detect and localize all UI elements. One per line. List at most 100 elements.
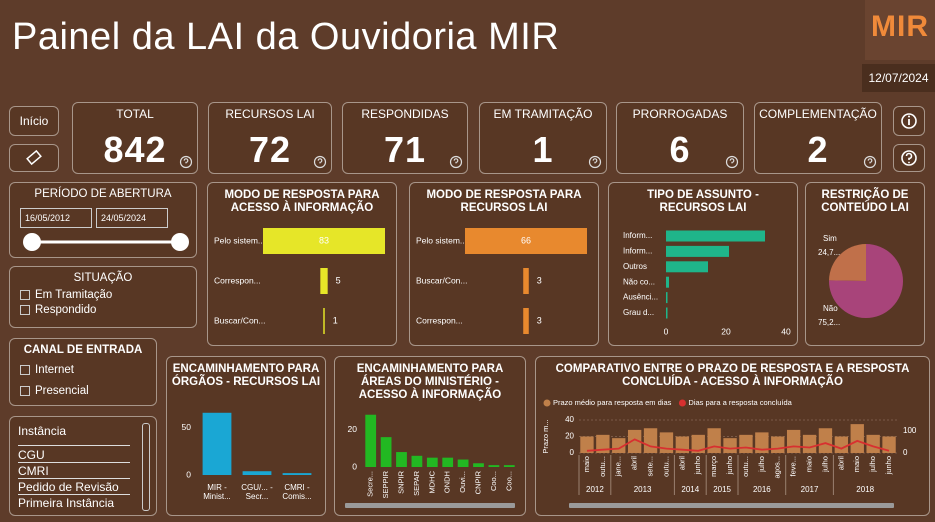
option[interactable]: Presencial (20, 385, 89, 397)
x-tick-label: feve... (789, 456, 798, 476)
start-date[interactable]: 16/05/2012 (20, 208, 92, 228)
slice-value: 75,2... (818, 318, 840, 327)
category-label: Buscar/Con... (214, 315, 266, 325)
bar (365, 414, 377, 467)
x-tick-label: agos... (773, 456, 782, 479)
bar (411, 455, 423, 467)
kpi-label: EM TRAMITAÇÃO (493, 107, 593, 121)
bar (666, 307, 668, 319)
x-tick-label: junho (725, 456, 734, 475)
bar (457, 459, 469, 467)
bar (882, 436, 896, 453)
home-label: Início (19, 114, 49, 128)
y-tick-label: 50 (182, 422, 192, 432)
option[interactable]: Em Tramitação (20, 289, 112, 301)
y-tick-label: 0 (570, 448, 575, 457)
funnel-bar (465, 228, 587, 254)
funnel-bar (320, 268, 328, 294)
category-label: Pelo sistem... (416, 235, 467, 245)
year-label: 2015 (713, 485, 731, 494)
icon-part (313, 155, 327, 169)
list-item[interactable]: CGU (18, 448, 130, 463)
bar (666, 292, 668, 304)
bar (488, 465, 500, 467)
list-item[interactable]: CMRI (18, 464, 130, 479)
x-tick-label: Coo... (504, 471, 513, 491)
chart-panel: RESTRIÇÃO DE CONTEÚDO LAI Sim 24,7... Não 75… (805, 182, 925, 346)
list-item[interactable]: Primeira Instância (18, 496, 115, 510)
x-tick-label: Coo... (489, 471, 498, 491)
bar (659, 432, 674, 453)
x-tick-label: outu... (661, 456, 670, 477)
x-tick-label: outu... (598, 456, 607, 477)
chart-panel: ENCAMINHAMENTO PARA ÁREAS DO MINISTÉRIO … (334, 356, 526, 516)
icon-part (449, 155, 463, 169)
y-axis-title: Prazo m... (541, 419, 550, 453)
slice-value: 24,7... (818, 248, 840, 257)
chart: Sim 24,7... Não 75,2... (818, 234, 903, 327)
x-tick-label: CMRI - Comis... (282, 483, 312, 501)
icon-part (863, 155, 877, 169)
chart: Pelo sistem... 66 Buscar/Con... 3 Correspon.… (416, 228, 587, 334)
icon-part (725, 155, 739, 169)
filter-title: CANAL DE ENTRADA (23, 344, 143, 356)
bar (666, 261, 708, 273)
x-tick-label: CNPIR (473, 470, 482, 494)
data-label: 1 (333, 315, 338, 325)
x-tick-label: SNPIR (396, 470, 405, 494)
kpi-card: COMPLEMENTAÇÃO 2 (754, 102, 882, 174)
scrollbar[interactable] (142, 423, 150, 511)
filter-title: SITUAÇÃO (73, 272, 133, 284)
bar (818, 428, 833, 453)
bar (426, 457, 438, 467)
y2-tick-label: 0 (903, 448, 908, 457)
bar (242, 471, 272, 475)
category-label: Outros (623, 262, 647, 271)
funnel-bar (323, 308, 325, 334)
legend-marker (543, 399, 551, 407)
x-tick-label: outu... (741, 456, 750, 477)
home-button[interactable]: Início (9, 106, 59, 136)
end-date[interactable]: 24/05/2024 (96, 208, 168, 228)
data-label: 3 (537, 275, 542, 285)
data-label: 66 (521, 235, 531, 245)
option[interactable]: Internet (20, 364, 74, 376)
chart-panel: MODO DE RESPOSTA PARA RECURSOS LAI Pelo s… (409, 182, 599, 346)
help-icon (901, 150, 917, 166)
kpi-label: RESPONDIDAS (361, 107, 449, 121)
option-label: Internet (35, 364, 74, 376)
icon-part (588, 155, 602, 169)
data-label: 3 (537, 315, 542, 325)
period-filter: PERÍODO DE ABERTURA 16/05/2012 24/05/202… (9, 182, 197, 258)
scrollbar (569, 503, 894, 508)
help-button[interactable] (893, 144, 925, 172)
year-label: 2012 (586, 485, 604, 494)
bar (802, 434, 817, 453)
chart: Prazo médio para resposta em dias Dias pa… (541, 398, 917, 508)
date-slider[interactable] (10, 183, 196, 257)
chart-title: TIPO DE ASSUNTO - RECURSOS LAI (647, 189, 759, 214)
chart-panel: TIPO DE ASSUNTO - RECURSOS LAI Inform... I… (608, 182, 798, 346)
kpi-label: PRORROGADAS (632, 107, 728, 121)
list-item[interactable]: Pedido de Revisão (18, 480, 130, 495)
kpi-card: PRORROGADAS 6 (616, 102, 744, 174)
clear-button[interactable] (9, 144, 59, 172)
bar (643, 428, 658, 453)
funnel-bar (523, 308, 529, 334)
info-button[interactable] (893, 106, 925, 136)
bar (442, 457, 454, 467)
bar (691, 434, 705, 453)
icon-part (867, 158, 873, 164)
situation-filter: SITUAÇÃO Em Tramitação Respondido (9, 266, 197, 328)
bar (707, 428, 721, 453)
help-icon (449, 155, 463, 169)
category-label: Inform... (623, 231, 652, 240)
bar (739, 434, 753, 453)
year-label: 2016 (753, 485, 771, 494)
x-tick-label: abril (677, 456, 686, 471)
help-icon (179, 155, 193, 169)
y-tick-label: 20 (348, 424, 358, 434)
option[interactable]: Respondido (20, 304, 96, 316)
eraser-icon (26, 149, 42, 166)
